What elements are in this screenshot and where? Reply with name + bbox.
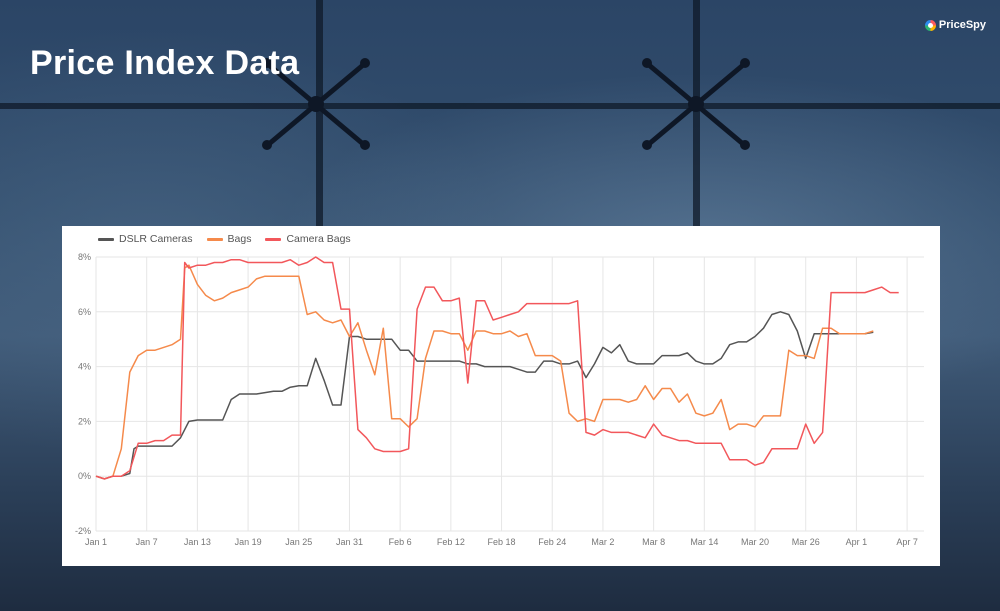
x-tick-label: Mar 2 bbox=[591, 537, 614, 547]
window-frame-vertical-left bbox=[316, 0, 323, 226]
brand-logo: PriceSpy bbox=[924, 19, 986, 31]
x-tick-label: Mar 8 bbox=[642, 537, 665, 547]
y-tick-label: 0% bbox=[78, 471, 91, 481]
y-tick-label: 6% bbox=[78, 307, 91, 317]
x-tick-label: Jan 1 bbox=[85, 537, 107, 547]
x-tick-label: Mar 14 bbox=[690, 537, 718, 547]
series-line-dslr-cameras bbox=[95, 311, 874, 480]
x-tick-label: Jan 7 bbox=[136, 537, 158, 547]
x-tick-label: Mar 26 bbox=[792, 537, 820, 547]
y-tick-label: 4% bbox=[78, 362, 91, 372]
legend-swatch bbox=[265, 237, 282, 241]
window-frame-horizontal bbox=[0, 103, 1000, 109]
window-frame-vertical-right bbox=[693, 0, 700, 226]
x-tick-label: Apr 7 bbox=[896, 537, 918, 547]
x-tick-label: Jan 25 bbox=[285, 537, 312, 547]
y-tick-label: 2% bbox=[78, 416, 91, 426]
x-tick-label: Mar 20 bbox=[741, 537, 769, 547]
x-tick-label: Feb 12 bbox=[437, 537, 465, 547]
page-title: Price Index Data bbox=[30, 44, 300, 82]
pricespy-logo-icon bbox=[924, 19, 936, 31]
legend-swatch bbox=[206, 237, 223, 241]
x-tick-label: Feb 18 bbox=[488, 537, 516, 547]
series-line-bags bbox=[95, 264, 874, 480]
legend-label: DSLR Cameras bbox=[119, 233, 193, 245]
x-tick-label: Jan 19 bbox=[235, 537, 262, 547]
y-tick-label: 8% bbox=[78, 252, 91, 262]
y-tick-label: -2% bbox=[75, 526, 91, 536]
legend-label: Bags bbox=[227, 233, 252, 245]
series-line-camera-bags bbox=[95, 256, 899, 480]
legend-item-bags[interactable]: Bags bbox=[206, 233, 252, 245]
chart-panel: -2% 0% 2% 4% 6% 8% Jan 1 Jan 7 Jan 13 Jan 19 Jan 2… bbox=[62, 226, 940, 566]
x-tick-label: Apr 1 bbox=[846, 537, 868, 547]
brand-name: PriceSpy bbox=[938, 19, 986, 31]
x-tick-label: Feb 24 bbox=[538, 537, 566, 547]
legend-swatch bbox=[98, 237, 114, 241]
x-tick-label: Jan 13 bbox=[184, 537, 211, 547]
x-tick-label: Feb 6 bbox=[389, 537, 412, 547]
legend-item-camera-bags[interactable]: Camera Bags bbox=[265, 233, 351, 245]
chart-legend: DSLR Cameras Bags Camera Bags bbox=[98, 233, 351, 245]
x-tick-label: Jan 31 bbox=[336, 537, 363, 547]
legend-item-dslr-cameras[interactable]: DSLR Cameras bbox=[98, 233, 193, 245]
legend-label: Camera Bags bbox=[286, 233, 351, 245]
line-chart: -2% 0% 2% 4% 6% 8% Jan 1 Jan 7 Jan 13 Jan 19 Jan 2… bbox=[75, 252, 924, 547]
